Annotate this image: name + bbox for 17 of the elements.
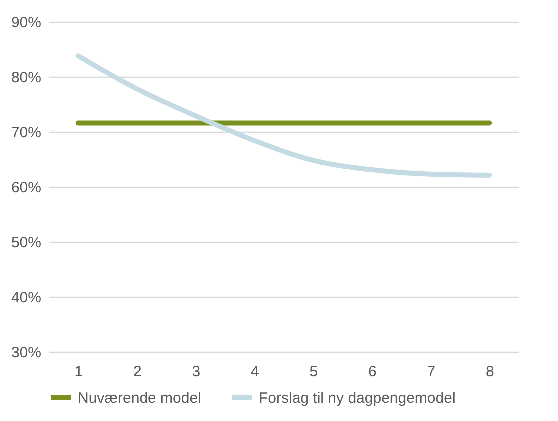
y-tick-label: 50%	[11, 234, 42, 252]
y-tick-label: 40%	[11, 290, 42, 306]
y-tick-label: 80%	[11, 70, 42, 86]
y-tick-label: 70%	[11, 124, 42, 142]
x-tick-label: 2	[133, 364, 142, 380]
x-tick-label: 4	[250, 364, 260, 380]
x-tick-label: 6	[368, 364, 377, 380]
y-tick-label: 60%	[11, 180, 42, 196]
y-tick-label: 90%	[11, 14, 42, 32]
x-tick-label: 8	[486, 364, 494, 380]
x-tick-label: 5	[310, 364, 318, 380]
x-tick-label: 1	[74, 364, 84, 380]
legend-label: Nuværende model	[78, 390, 202, 407]
y-tick-label: 30%	[11, 344, 42, 362]
legend-label: Forslag til ny dagpengemodel	[259, 390, 456, 407]
x-tick-label: 7	[427, 364, 436, 380]
x-tick-label: 3	[192, 364, 201, 380]
